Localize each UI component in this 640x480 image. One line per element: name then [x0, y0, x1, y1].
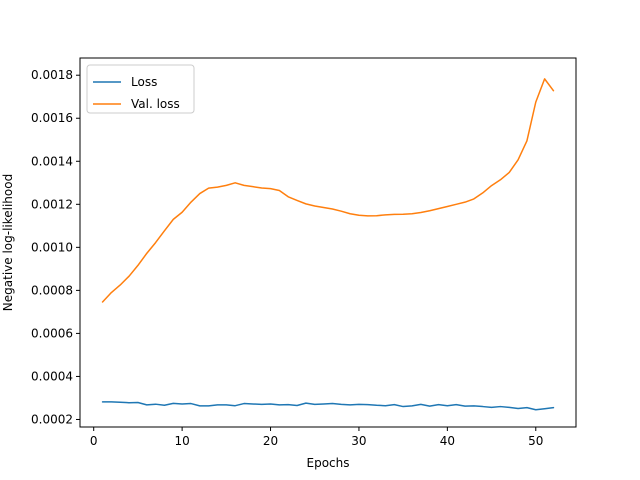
x-tick-label: 0 — [90, 434, 98, 448]
series-lines — [101, 78, 555, 411]
legend-label: Loss — [131, 75, 157, 89]
legend-label: Val. loss — [131, 97, 180, 111]
x-tick-label: 40 — [440, 434, 455, 448]
series-line-val-loss — [101, 78, 555, 303]
y-tick-label: 0.0006 — [31, 326, 73, 340]
x-axis-label: Epochs — [307, 456, 350, 470]
y-tick-label: 0.0008 — [31, 283, 73, 297]
x-tick-label: 50 — [528, 434, 543, 448]
y-tick-label: 0.0010 — [31, 240, 73, 254]
axes-frame — [79, 57, 577, 428]
x-tick-label: 10 — [174, 434, 189, 448]
y-tick-label: 0.0018 — [31, 68, 73, 82]
y-axis-label: Negative log-likelihood — [1, 174, 15, 311]
y-tick-label: 0.0012 — [31, 197, 73, 211]
y-tick-label: 0.0004 — [31, 369, 73, 383]
y-tick-label: 0.0016 — [31, 111, 73, 125]
x-axis-ticks: 0 10 20 30 40 50 — [90, 427, 543, 448]
y-axis-ticks: 0.0002 0.0004 0.0006 0.0008 0.0010 0.0012 0.00… — [31, 68, 80, 426]
y-tick-label: 0.0002 — [31, 412, 73, 426]
legend-box — [86, 64, 195, 114]
legend: Loss Val. loss — [86, 64, 195, 114]
y-tick-label: 0.0014 — [31, 154, 73, 168]
x-tick-label: 30 — [351, 434, 366, 448]
x-tick-label: 20 — [263, 434, 278, 448]
series-line-loss — [101, 401, 555, 411]
